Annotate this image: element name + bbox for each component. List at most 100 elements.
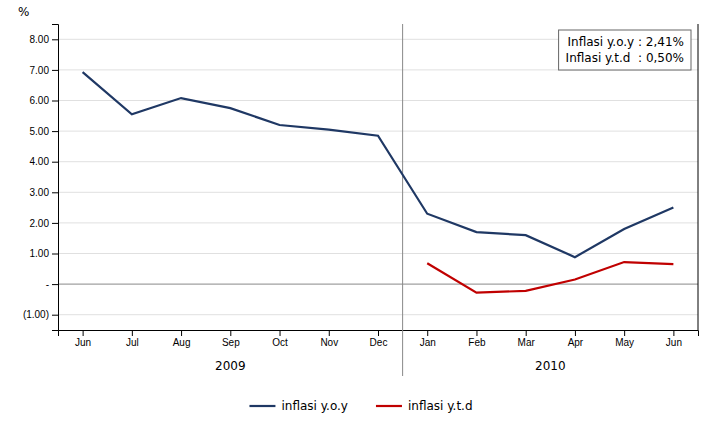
series-line	[427, 262, 673, 293]
tick: -	[46, 279, 58, 290]
tick-mark	[132, 330, 133, 336]
tick-mark	[280, 330, 281, 336]
tick: 1.00	[30, 248, 58, 259]
chart: (1.00) - 1.00 2.00 3.00 4.00 5.00 6.00 7.00 8.00 J…	[0, 0, 722, 422]
legend-label: inflasi y.o.y	[281, 399, 348, 413]
group-label: 2009	[215, 359, 246, 373]
tick-label: Jun	[666, 337, 682, 348]
tick: Apr	[568, 330, 584, 348]
grid-line	[58, 284, 698, 285]
group-divider	[402, 24, 403, 376]
tick-mark	[230, 330, 231, 336]
legend-item: inflasi y.o.y	[249, 399, 348, 413]
tick-label: -	[46, 279, 49, 290]
legend-swatch	[376, 405, 402, 407]
tick-label: Jun	[75, 337, 91, 348]
tick: (1.00)	[23, 309, 58, 320]
grid-line	[58, 161, 698, 162]
tick-label: 3.00	[30, 187, 50, 198]
tick-mark	[83, 330, 84, 336]
plot: (1.00) - 1.00 2.00 3.00 4.00 5.00 6.00 7.00 8.00 J…	[18, 5, 699, 376]
annotation-box	[559, 30, 691, 70]
tick-mark	[526, 330, 527, 336]
annotation: Inflasi y.o.y : 2,41%Inflasi y.t.d : 0,5…	[559, 30, 691, 70]
tick-mark	[52, 254, 58, 255]
tick: 4.00	[30, 156, 58, 167]
axis-title: %	[18, 5, 29, 19]
legend: inflasi y.o.y inflasi y.t.d	[249, 399, 472, 413]
grid-line	[58, 253, 698, 254]
tick-mark	[181, 330, 182, 336]
tick-mark	[52, 131, 58, 132]
tick-mark	[52, 70, 58, 71]
tick: Jun	[666, 330, 682, 348]
legend-label: inflasi y.t.d	[408, 399, 473, 413]
tick-label: Jan	[420, 337, 436, 348]
tick-label: Dec	[370, 337, 388, 348]
group-label: 2010	[535, 359, 566, 373]
y-axis: (1.00) - 1.00 2.00 3.00 4.00 5.00 6.00 7.00 8.00	[23, 25, 59, 331]
tick-label: 2.00	[30, 218, 50, 229]
tick: 5.00	[30, 126, 58, 137]
tick-mark	[624, 330, 625, 336]
tick: Jul	[126, 330, 139, 348]
tick-mark	[52, 39, 58, 40]
tick: Feb	[468, 330, 486, 348]
tick: 3.00	[30, 187, 58, 198]
tick-mark	[673, 330, 674, 336]
tick: Oct	[272, 330, 288, 348]
tick-label: 8.00	[30, 34, 50, 45]
tick-label: 6.00	[30, 95, 50, 106]
tick-mark	[52, 162, 58, 163]
tick-label: 7.00	[30, 65, 50, 76]
legend-item: inflasi y.t.d	[376, 399, 473, 413]
tick-label: (1.00)	[23, 309, 49, 320]
tick: Jan	[420, 330, 436, 348]
tick-label: Oct	[272, 337, 288, 348]
tick-mark	[476, 330, 477, 336]
tick-mark	[427, 330, 428, 336]
grid-line	[58, 100, 698, 101]
tick-label: Aug	[173, 337, 191, 348]
tick-label: 4.00	[30, 156, 50, 167]
tick-mark	[52, 315, 58, 316]
tick-label: 1.00	[30, 248, 50, 259]
grid-line	[58, 192, 698, 193]
axis-line	[59, 331, 699, 337]
tick: Aug	[173, 330, 191, 348]
tick-mark	[378, 330, 379, 336]
tick-mark	[52, 192, 58, 193]
grid	[58, 39, 698, 314]
frame-line	[698, 24, 699, 330]
series-line	[83, 72, 674, 257]
tick-label: Feb	[468, 337, 486, 348]
tick-mark	[52, 284, 58, 285]
tick-label: Nov	[320, 337, 338, 348]
tick: 6.00	[30, 95, 58, 106]
tick: Nov	[320, 330, 338, 348]
tick-label: 5.00	[30, 126, 50, 137]
tick: Sep	[222, 330, 240, 348]
annotation-text: Inflasi y.o.y : 2,41%Inflasi y.t.d : 0,5…	[566, 35, 684, 65]
legend-swatch	[249, 405, 275, 407]
tick-label: Mar	[518, 337, 536, 348]
tick: May	[615, 330, 634, 348]
axis-line	[52, 25, 59, 331]
tick: Mar	[518, 330, 536, 348]
tick-label: Sep	[222, 337, 240, 348]
x-axis: Jun Jul Aug Sep Oct Nov Dec Jan Feb Mar Apr May Jun	[59, 330, 699, 348]
tick-mark	[52, 101, 58, 102]
grid-line	[58, 222, 698, 223]
tick: 8.00	[30, 34, 58, 45]
grid-line	[58, 314, 698, 315]
tick-label: May	[615, 337, 634, 348]
tick-label: Jul	[126, 337, 139, 348]
tick: 7.00	[30, 65, 58, 76]
tick-label: Apr	[568, 337, 584, 348]
tick: 2.00	[30, 218, 58, 229]
tick-mark	[52, 223, 58, 224]
tick: Jun	[75, 330, 91, 348]
tick-mark	[329, 330, 330, 336]
tick: Dec	[370, 330, 388, 348]
grid-line	[58, 131, 698, 132]
